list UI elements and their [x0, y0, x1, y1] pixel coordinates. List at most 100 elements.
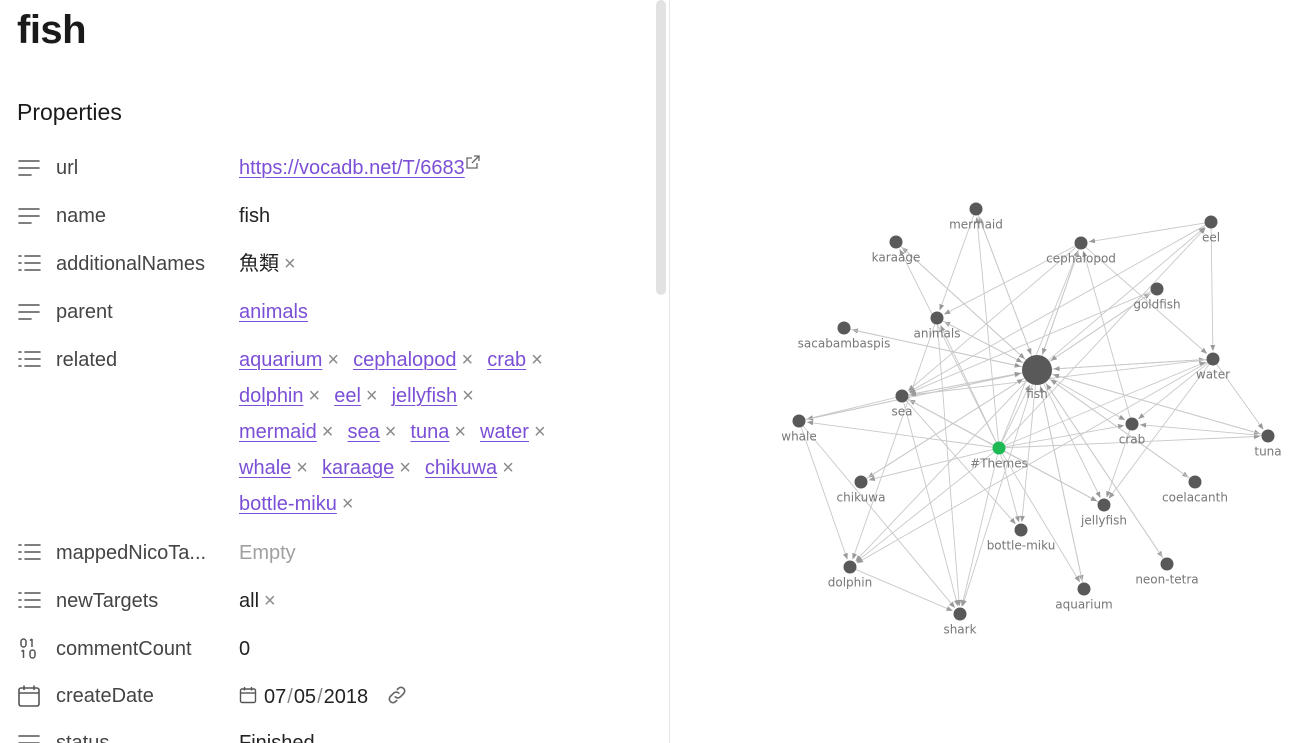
parent-link[interactable]: animals	[239, 301, 308, 323]
related-link[interactable]: cephalopod	[353, 349, 457, 371]
remove-icon[interactable]: ×	[321, 421, 334, 443]
pane-divider[interactable]	[669, 0, 670, 743]
graph-node-sea[interactable]: sea	[892, 389, 913, 419]
remove-icon[interactable]: ×	[399, 457, 411, 479]
property-label[interactable]: newTargets	[56, 590, 159, 612]
graph-node-circle[interactable]	[889, 235, 903, 249]
remove-icon[interactable]: ×	[384, 421, 397, 443]
graph-edge	[1005, 424, 1125, 448]
graph-node-circle[interactable]	[895, 389, 909, 403]
graph-node-dolphin[interactable]: dolphin	[828, 560, 872, 590]
graph-node-karaage[interactable]: karaage	[872, 235, 921, 265]
related-link[interactable]: mermaid	[239, 421, 317, 443]
property-label[interactable]: commentCount	[56, 638, 192, 660]
remove-icon[interactable]: ×	[502, 457, 514, 479]
graph-node-goldfish[interactable]: goldfish	[1133, 282, 1181, 312]
graph-node-water[interactable]: water	[1196, 352, 1230, 382]
property-label[interactable]: status	[56, 732, 110, 743]
graph-node-circle[interactable]	[837, 321, 851, 335]
graph-node-mermaid[interactable]: mermaid	[949, 202, 1003, 232]
remove-icon[interactable]: ×	[296, 457, 308, 479]
property-label[interactable]: parent	[56, 301, 113, 323]
graph-node-circle[interactable]	[1160, 557, 1174, 571]
related-link[interactable]: chikuwa	[424, 457, 498, 479]
property-value[interactable]: 0	[239, 638, 251, 660]
graph-node-circle[interactable]	[1077, 582, 1091, 596]
graph-node-fish[interactable]: fish	[1022, 355, 1052, 401]
graph-node-crab[interactable]: crab	[1119, 417, 1146, 447]
property-label[interactable]: mappedNicoTa...	[56, 542, 207, 564]
graph-node-circle[interactable]	[792, 414, 806, 428]
related-link[interactable]: eel	[334, 385, 361, 407]
property-label[interactable]: name	[56, 205, 107, 227]
graph-node-sacabambaspis[interactable]: sacabambaspis	[798, 321, 891, 351]
property-label[interactable]: createDate	[56, 685, 154, 707]
additional-name-tag[interactable]: 魚類	[239, 253, 279, 275]
graph-node-eel[interactable]: eel	[1202, 215, 1220, 245]
graph-node-circle[interactable]	[843, 560, 857, 574]
related-link[interactable]: sea	[347, 421, 380, 443]
graph-node-themes[interactable]: #Themes	[970, 441, 1028, 471]
graph-node-tuna[interactable]: tuna	[1254, 429, 1282, 459]
graph-node-bottle-miku[interactable]: bottle-miku	[987, 523, 1056, 553]
graph-node-whale[interactable]: whale	[781, 414, 817, 444]
remove-icon[interactable]: ×	[365, 385, 378, 407]
url-link[interactable]: https://vocadb.net/T/6683	[239, 157, 465, 179]
graph-node-circle[interactable]	[1074, 236, 1088, 250]
date-value[interactable]: 07/05/2018	[239, 684, 408, 709]
related-link[interactable]: karaage	[321, 457, 395, 479]
graph-node-jellyfish[interactable]: jellyfish	[1080, 498, 1127, 528]
remove-icon[interactable]: ×	[533, 421, 546, 443]
remove-icon[interactable]: ×	[462, 385, 474, 407]
property-value[interactable]: Finished	[239, 732, 315, 743]
remove-icon[interactable]: ×	[341, 493, 354, 515]
related-link[interactable]: jellyfish	[391, 385, 458, 407]
remove-icon[interactable]: ×	[264, 590, 276, 612]
related-link[interactable]: bottle-miku	[239, 493, 337, 515]
graph-node-circle[interactable]	[1097, 498, 1111, 512]
graph-node-circle[interactable]	[1204, 215, 1218, 229]
remove-icon[interactable]: ×	[454, 421, 467, 443]
graph-node-circle[interactable]	[1150, 282, 1164, 296]
graph-node-circle[interactable]	[1022, 355, 1052, 385]
graph-node-circle[interactable]	[1261, 429, 1275, 443]
link-icon[interactable]	[386, 684, 408, 706]
property-value[interactable]: fish	[239, 205, 271, 227]
graph-node-neon-tetra[interactable]: neon-tetra	[1135, 557, 1199, 587]
graph-node-circle[interactable]	[992, 441, 1006, 455]
remove-icon[interactable]: ×	[284, 253, 296, 275]
graph-node-circle[interactable]	[1206, 352, 1220, 366]
related-link[interactable]: crab	[487, 349, 527, 371]
property-label[interactable]: additionalNames	[56, 253, 205, 275]
tag-graph[interactable]: fish #Themes mermaid karaage cephalopod eel go…	[671, 0, 1300, 743]
graph-node-shark[interactable]: shark	[943, 607, 977, 637]
related-link[interactable]: aquarium	[239, 349, 323, 371]
graph-node-circle[interactable]	[953, 607, 967, 621]
graph-node-coelacanth[interactable]: coelacanth	[1162, 475, 1228, 505]
graph-node-circle[interactable]	[969, 202, 983, 216]
graph-node-circle[interactable]	[1188, 475, 1202, 489]
property-value-empty[interactable]: Empty	[239, 542, 296, 564]
remove-icon[interactable]: ×	[531, 349, 543, 371]
scrollbar-thumb[interactable]	[656, 0, 666, 295]
remove-icon[interactable]: ×	[308, 385, 321, 407]
remove-icon[interactable]: ×	[461, 349, 474, 371]
external-link-icon[interactable]	[465, 152, 481, 169]
related-link[interactable]: dolphin	[239, 385, 304, 407]
graph-node-chikuwa[interactable]: chikuwa	[837, 475, 886, 505]
calendar-icon[interactable]	[239, 686, 257, 704]
graph-node-circle[interactable]	[930, 311, 944, 325]
graph-node-circle[interactable]	[1014, 523, 1028, 537]
remove-icon[interactable]: ×	[327, 349, 340, 371]
graph-node-animals[interactable]: animals	[914, 311, 961, 341]
graph-node-circle[interactable]	[854, 475, 868, 489]
related-link[interactable]: tuna	[410, 421, 450, 443]
graph-node-circle[interactable]	[1125, 417, 1139, 431]
related-link[interactable]: whale	[239, 457, 292, 479]
property-label[interactable]: related	[56, 349, 118, 371]
graph-node-cephalopod[interactable]: cephalopod	[1046, 236, 1116, 266]
new-targets-tag[interactable]: all	[239, 590, 260, 612]
property-label[interactable]: url	[56, 157, 79, 179]
graph-node-aquarium[interactable]: aquarium	[1055, 582, 1113, 612]
related-link[interactable]: water	[480, 421, 529, 443]
